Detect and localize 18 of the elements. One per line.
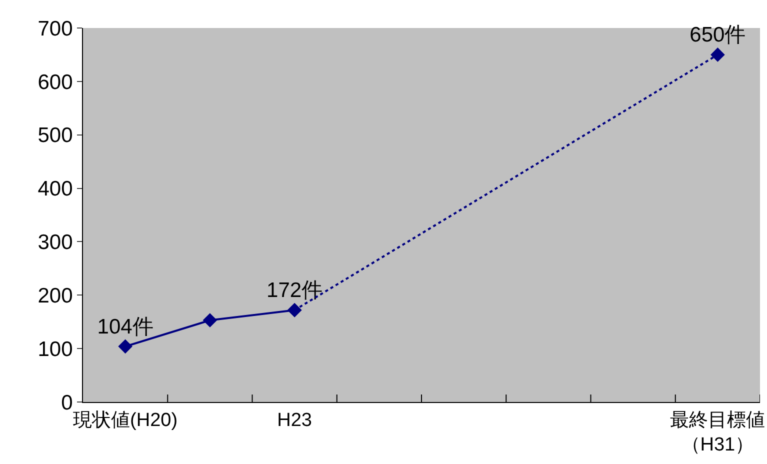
data-label: 104件 [97,315,154,338]
y-tick-label: 600 [38,70,73,94]
y-tick-label: 500 [38,124,73,148]
x-tick-label: 現状値(H20) [73,410,178,431]
x-tick-label: 最終目標値（H31） [670,410,766,456]
y-tick-label: 300 [38,231,73,254]
y-tick-label: 100 [38,338,73,361]
x-tick-label: H23 [277,410,312,431]
point [287,302,302,318]
y-tick-label: 200 [38,284,73,308]
data-label: 172件 [266,278,323,302]
y-tick-label: 0 [61,391,73,414]
y-tick-label: 400 [38,178,73,201]
y-tick-label: 700 [38,17,73,40]
point [710,48,725,62]
data-label: 650件 [690,24,746,47]
point [202,313,218,328]
point [118,339,132,354]
